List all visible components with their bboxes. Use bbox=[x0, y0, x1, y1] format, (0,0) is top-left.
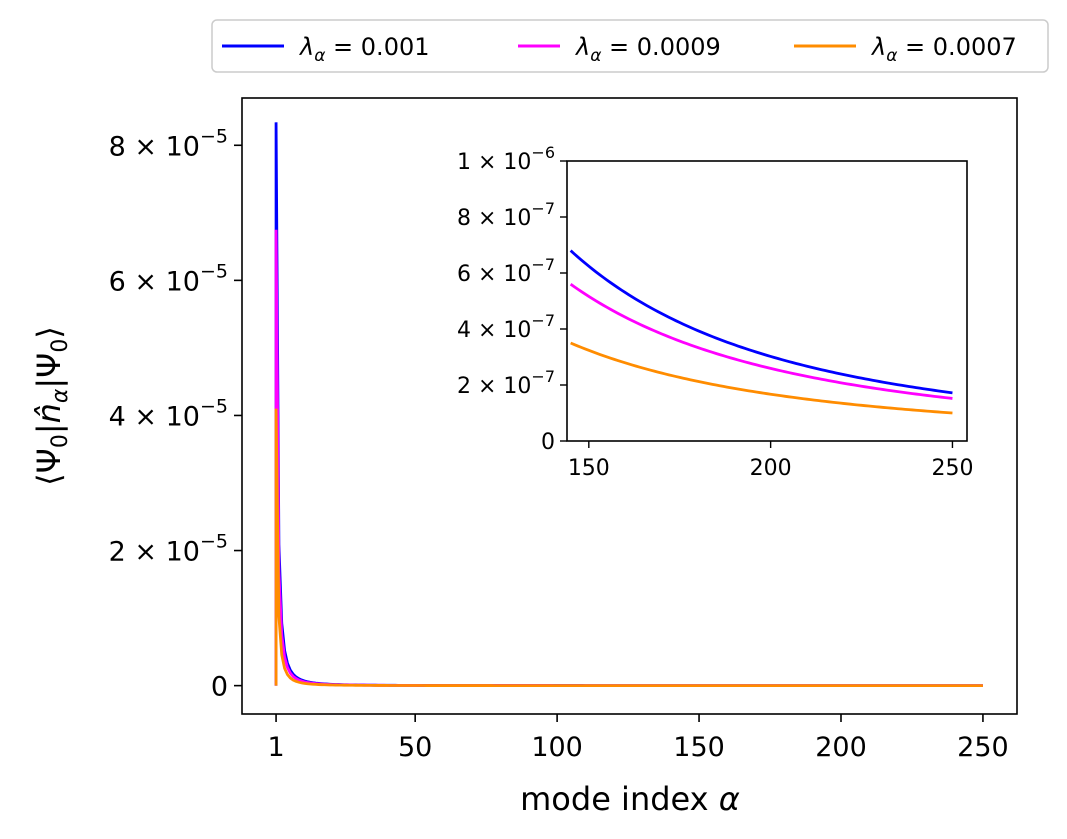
inset-y-tick-label: 6 × 10−7 bbox=[457, 255, 555, 287]
inset-x-ticks: 150 200 250 bbox=[568, 441, 973, 481]
main-y-tick-label: 6 × 10−5 bbox=[109, 260, 228, 297]
main-y-tick-label: 2 × 10−5 bbox=[109, 531, 228, 568]
main-x-tick-label: 1 bbox=[267, 732, 284, 763]
inset-y-ticks: 0 2 × 10−7 4 × 10−7 6 × 10−7 8 × 10−7 1 × 10−… bbox=[457, 143, 567, 455]
x-axis-label: mode index α bbox=[520, 780, 740, 818]
inset-y-tick-label: 0 bbox=[541, 430, 555, 455]
main-x-tick-label: 100 bbox=[531, 732, 583, 763]
legend: λα = 0.001 λα = 0.0009 λα = 0.0007 bbox=[211, 19, 1049, 73]
inset-y-tick-label: 4 × 10−7 bbox=[457, 311, 555, 343]
main-series-group bbox=[274, 122, 983, 688]
legend-label-2: λα = 0.0007 bbox=[870, 33, 1017, 66]
inset-x-tick-label: 250 bbox=[931, 456, 973, 481]
main-x-tick-label: 150 bbox=[673, 732, 725, 763]
main-series-line-2 bbox=[274, 408, 983, 688]
inset-series-line-1 bbox=[569, 283, 953, 400]
inset-x-tick-label: 150 bbox=[568, 456, 610, 481]
inset-series-group bbox=[569, 249, 953, 415]
main-y-ticks: 0 2 × 10−5 4 × 10−5 6 × 10−5 8 × 10−5 bbox=[109, 125, 242, 703]
main-x-tick-label: 50 bbox=[398, 732, 432, 763]
legend-frame bbox=[211, 19, 1049, 73]
y-axis-label: ⟨Ψ0|n̂α|Ψ0⟩ bbox=[30, 326, 73, 486]
legend-label-0: λα = 0.001 bbox=[298, 33, 430, 66]
inset-series-line-0 bbox=[569, 249, 953, 395]
inset-background bbox=[567, 161, 967, 441]
legend-label-1: λα = 0.0009 bbox=[574, 33, 721, 66]
main-x-tick-label: 250 bbox=[957, 732, 1009, 763]
main-y-tick-label: 4 × 10−5 bbox=[109, 395, 228, 432]
main-plot-frame bbox=[241, 97, 1018, 715]
main-x-ticks: 1 50 100 150 200 250 bbox=[267, 714, 1009, 763]
main-y-tick-label: 0 bbox=[211, 672, 228, 703]
inset-plot-frame bbox=[566, 160, 968, 442]
inset-x-tick-label: 200 bbox=[750, 456, 792, 481]
inset-series-line-2 bbox=[570, 341, 953, 415]
main-x-tick-label: 200 bbox=[815, 732, 867, 763]
inset-y-tick-label: 1 × 10−6 bbox=[457, 143, 555, 175]
inset-y-tick-label: 8 × 10−7 bbox=[457, 199, 555, 231]
inset-y-tick-label: 2 × 10−7 bbox=[457, 367, 555, 399]
main-y-tick-label: 8 × 10−5 bbox=[109, 125, 228, 162]
